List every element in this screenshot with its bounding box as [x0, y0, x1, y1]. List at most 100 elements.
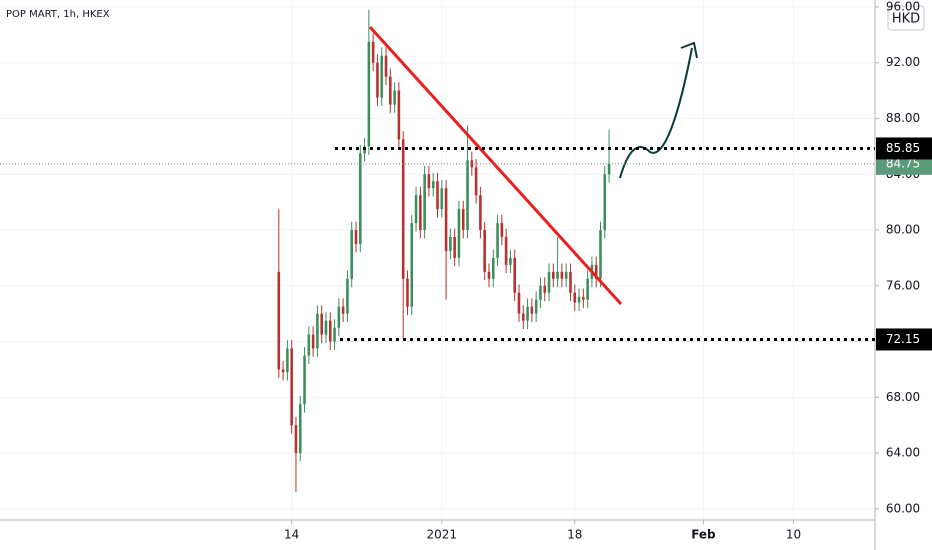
candle-body — [354, 230, 358, 244]
last-price-label: 84.75 — [886, 156, 920, 170]
candle-body — [380, 55, 384, 98]
candle-body — [582, 296, 585, 300]
candle-body — [277, 271, 281, 370]
candle-body — [560, 271, 564, 279]
candle-body — [316, 313, 319, 349]
candle-body — [526, 306, 529, 321]
candle-body — [444, 188, 448, 251]
candle-body — [603, 174, 607, 231]
candle-body — [457, 209, 461, 258]
candle-body — [410, 223, 414, 307]
x-tick-label: 2021 — [427, 528, 458, 542]
candle-body — [483, 230, 486, 272]
candle-body — [461, 209, 465, 231]
currency-label[interactable]: HKD — [892, 12, 920, 27]
trend-line — [368, 25, 623, 306]
candle-body — [376, 62, 379, 98]
x-tick-label: 18 — [567, 528, 582, 542]
candle-body — [341, 306, 345, 314]
candle-body — [367, 41, 371, 147]
candle-body — [286, 348, 289, 373]
y-tick-label: 80.00 — [886, 223, 920, 237]
candle-body — [307, 334, 311, 356]
candle-body — [406, 278, 409, 307]
y-tick-label: 60.00 — [886, 501, 920, 515]
candles — [277, 9, 611, 493]
chart-title: POP MART, 1h, HKEX — [6, 9, 110, 20]
x-tick-label: 10 — [786, 528, 801, 542]
level-box — [876, 328, 932, 351]
candle-body — [389, 76, 392, 105]
candle-body — [474, 167, 478, 196]
currency-button[interactable] — [887, 5, 925, 31]
candle-body — [440, 188, 444, 210]
candle-body — [496, 223, 499, 258]
candle-body — [290, 348, 293, 426]
candle-body — [431, 181, 435, 189]
candle-body — [414, 195, 418, 224]
y-tick-label: 88.00 — [886, 111, 920, 125]
candle-body — [298, 404, 302, 454]
candle-body — [509, 257, 512, 265]
candle-body — [487, 271, 491, 279]
candle-body — [281, 369, 285, 373]
candle-body — [401, 139, 405, 279]
y-tick-label: 64.00 — [886, 446, 920, 460]
candle-body — [539, 285, 542, 300]
candle-body — [534, 299, 538, 314]
candle-body — [500, 223, 504, 237]
candle-body — [337, 306, 341, 328]
candle-body — [504, 236, 508, 265]
candle-body — [466, 160, 469, 231]
level-label: 72.15 — [886, 332, 920, 346]
y-tick-label: 96.00 — [886, 0, 920, 13]
x-tick-label: Feb — [691, 528, 716, 542]
candle-body — [359, 153, 362, 244]
candle-body — [479, 195, 482, 231]
candle-body — [453, 236, 456, 258]
candle-body — [521, 313, 525, 321]
candle-body — [320, 313, 323, 335]
candle-body — [513, 257, 516, 293]
candle-body — [573, 292, 577, 303]
arrow-head — [680, 41, 698, 59]
candle-body — [436, 181, 439, 210]
y-tick-label: 68.00 — [886, 390, 920, 404]
level-box — [876, 137, 932, 160]
candle-body — [564, 271, 568, 279]
y-tick-label: 76.00 — [886, 278, 920, 292]
overlay — [0, 25, 875, 341]
level-label: 85.85 — [886, 141, 920, 155]
candle-body — [594, 264, 598, 279]
candle-body — [552, 271, 555, 279]
candle-body — [427, 174, 431, 189]
candle-body — [333, 327, 336, 342]
candle-body — [543, 285, 547, 293]
candle-body — [350, 230, 354, 279]
candle-body — [384, 55, 388, 77]
grid — [0, 0, 875, 520]
candle-body — [346, 278, 349, 314]
candle-body — [397, 90, 401, 140]
candle-body — [328, 320, 332, 342]
candle-body — [607, 163, 611, 175]
candle-body — [586, 278, 589, 300]
candle-body — [556, 271, 559, 279]
candle-body — [517, 292, 521, 314]
candle-body — [530, 306, 534, 314]
candle-body — [577, 296, 581, 303]
candle-body — [393, 90, 396, 105]
candle-body — [294, 425, 298, 454]
candle-body — [569, 271, 572, 293]
x-tick-label: 14 — [284, 528, 299, 542]
candle-body — [311, 334, 315, 349]
candle-body — [419, 195, 422, 231]
candle-body — [547, 271, 551, 293]
candle-body — [449, 236, 452, 251]
candle-body — [324, 320, 328, 335]
candle-body — [371, 41, 375, 63]
candle-body — [491, 257, 495, 279]
y-tick-label: 92.00 — [886, 55, 920, 69]
